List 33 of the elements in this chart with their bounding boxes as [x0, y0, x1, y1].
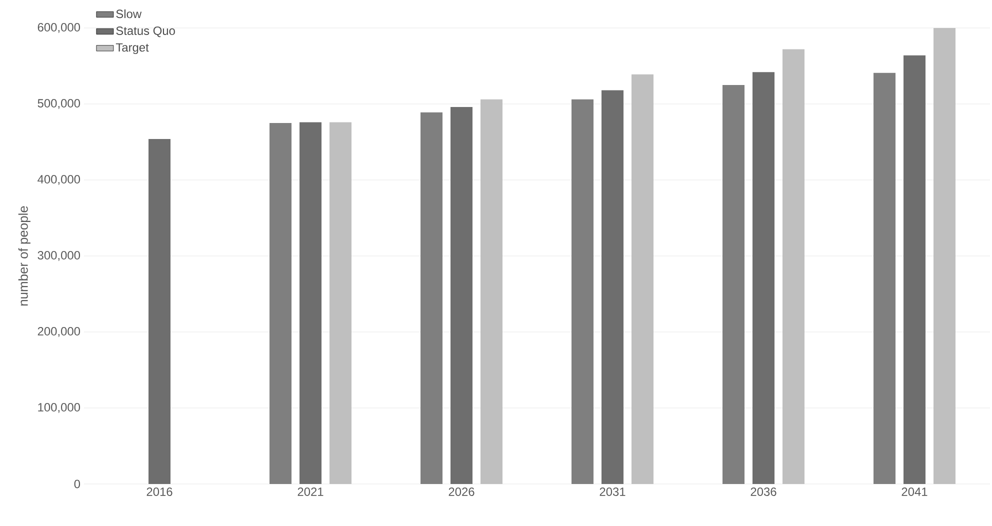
bar: [300, 122, 322, 484]
bar: [572, 99, 594, 484]
bar: [904, 55, 926, 484]
x-tick-label: 2026: [448, 488, 474, 496]
y-tick-label: 100,000: [38, 403, 80, 413]
bar: [270, 122, 292, 484]
x-tick-label: 2036: [750, 488, 776, 496]
y-tick-label: 0: [74, 480, 80, 488]
bar: [632, 74, 654, 484]
y-axis-title: number of people: [18, 206, 30, 306]
bar: [330, 122, 352, 484]
bar: [450, 107, 473, 484]
legend-label: Target: [116, 43, 149, 54]
bar: [934, 28, 956, 484]
y-tick-label: 400,000: [38, 175, 80, 185]
x-tick-label: 2021: [298, 488, 324, 496]
bar: [752, 72, 775, 484]
x-tick-label: 2016: [146, 488, 172, 496]
x-tick-label: 2031: [600, 488, 626, 496]
legend-label: Slow: [116, 9, 142, 18]
bar: [782, 49, 805, 484]
bar: [420, 112, 443, 484]
y-tick-label: 500,000: [38, 99, 80, 109]
bar: [602, 90, 624, 484]
bar: [148, 138, 171, 484]
y-tick-label: 200,000: [38, 327, 80, 337]
y-tick-label: 600,000: [38, 23, 80, 33]
bar: [480, 99, 503, 484]
x-tick-label: 2041: [902, 488, 928, 496]
y-tick-label: 300,000: [38, 251, 80, 261]
bar: [722, 84, 745, 484]
bar: [874, 72, 896, 484]
legend-label: Status Quo: [116, 26, 175, 38]
